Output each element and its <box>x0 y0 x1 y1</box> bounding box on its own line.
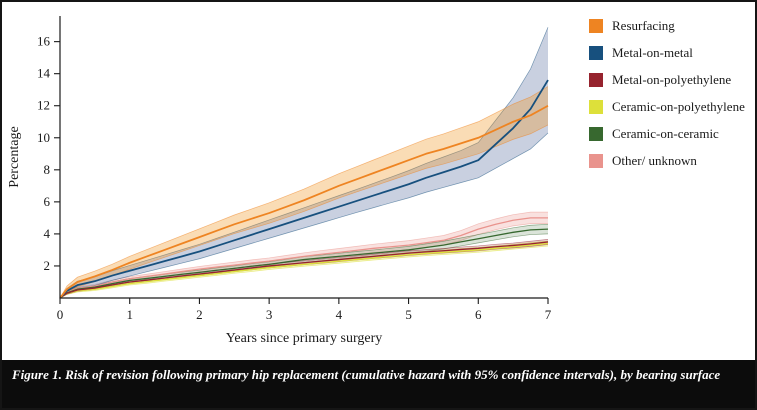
series-line <box>59 79 549 299</box>
legend-label: Resurfacing <box>612 18 675 33</box>
x-tick-label: 7 <box>545 307 552 322</box>
y-tick-label: 10 <box>37 130 50 145</box>
legend-item: Ceramic-on-polyethylene <box>589 99 755 115</box>
y-tick-label: 6 <box>44 194 51 209</box>
legend-swatch <box>589 154 603 168</box>
legend-label: Other/ unknown <box>612 153 697 168</box>
x-tick-label: 0 <box>57 307 64 322</box>
legend-item: Metal-on-polyethylene <box>589 72 755 88</box>
ci-upper-line <box>59 27 549 299</box>
ci-lower-line <box>59 124 549 299</box>
ci-upper-line <box>59 211 548 299</box>
ci-lower-line <box>59 245 549 299</box>
legend: Resurfacing Metal-on-metal Metal-on-polyet… <box>587 2 755 180</box>
legend-item: Other/ unknown <box>589 153 755 169</box>
chart-area: 0 1 2 3 4 5 6 7 2 4 6 8 10 12 14 16 Years since primary … <box>2 2 755 360</box>
figure-caption: Figure 1. Risk of revision following pri… <box>2 360 755 408</box>
legend-label: Ceramic-on-polyethylene <box>612 99 745 114</box>
y-tick-label: 12 <box>37 98 50 113</box>
legend-swatch <box>589 73 603 87</box>
ci-lower-line <box>59 132 549 299</box>
x-axis-label: Years since primary surgery <box>226 331 383 346</box>
y-axis-label: Percentage <box>7 126 22 187</box>
x-tick-label: 1 <box>126 307 133 322</box>
y-tick-label: 14 <box>37 66 51 81</box>
ci-band <box>60 240 548 298</box>
series-line <box>59 242 549 299</box>
x-tick-label: 6 <box>475 307 482 322</box>
x-tick-label: 5 <box>405 307 412 322</box>
legend-label: Ceramic-on-ceramic <box>612 126 719 141</box>
plot-wrap: 0 1 2 3 4 5 6 7 2 4 6 8 10 12 14 16 Years since primary … <box>2 2 587 354</box>
y-tick-label: 2 <box>44 258 51 273</box>
ci-band <box>60 27 548 298</box>
x-tick-label: 4 <box>336 307 343 322</box>
legend-label: Metal-on-polyethylene <box>612 72 732 87</box>
legend-swatch <box>589 100 603 114</box>
legend-swatch <box>589 46 603 60</box>
legend-item: Resurfacing <box>589 18 755 34</box>
series-line <box>59 228 549 299</box>
y-tick-label: 16 <box>37 34 51 49</box>
series-line <box>59 241 549 299</box>
series-line <box>59 104 549 299</box>
legend-item: Metal-on-metal <box>589 45 755 61</box>
y-tick-label: 4 <box>44 226 51 241</box>
y-tick-label: 8 <box>44 162 51 177</box>
x-tick-label: 3 <box>266 307 273 322</box>
series-line <box>59 217 548 299</box>
ci-upper-line <box>59 86 549 299</box>
legend-item: Ceramic-on-ceramic <box>589 126 755 142</box>
legend-label: Metal-on-metal <box>612 45 693 60</box>
legend-swatch <box>589 127 603 141</box>
ci-band <box>60 212 548 298</box>
x-tick-label: 2 <box>196 307 203 322</box>
legend-swatch <box>589 19 603 33</box>
